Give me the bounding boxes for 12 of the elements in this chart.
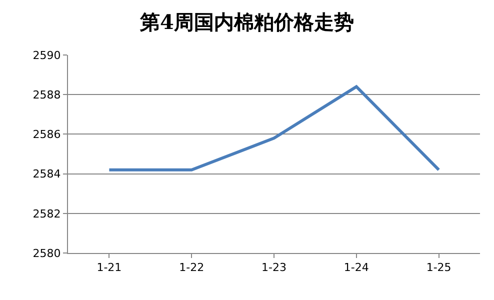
x-tick-label: 1-21 bbox=[96, 261, 122, 274]
chart-title: 第4周国内棉粕价格走势 bbox=[139, 10, 354, 34]
y-tick-label: 2590 bbox=[32, 48, 61, 62]
x-tick-label: 1-23 bbox=[262, 261, 286, 274]
x-tick-label: 1-25 bbox=[426, 261, 452, 274]
y-tick-label: 2584 bbox=[32, 168, 61, 181]
x-tick-label: 1-24 bbox=[344, 261, 369, 274]
x-tick-label: 1-22 bbox=[179, 261, 204, 274]
y-tick-label: 2582 bbox=[32, 207, 61, 220]
y-tick-label: 2580 bbox=[32, 246, 61, 260]
y-tick-label: 2586 bbox=[32, 128, 61, 142]
y-tick-label: 2588 bbox=[32, 88, 61, 102]
